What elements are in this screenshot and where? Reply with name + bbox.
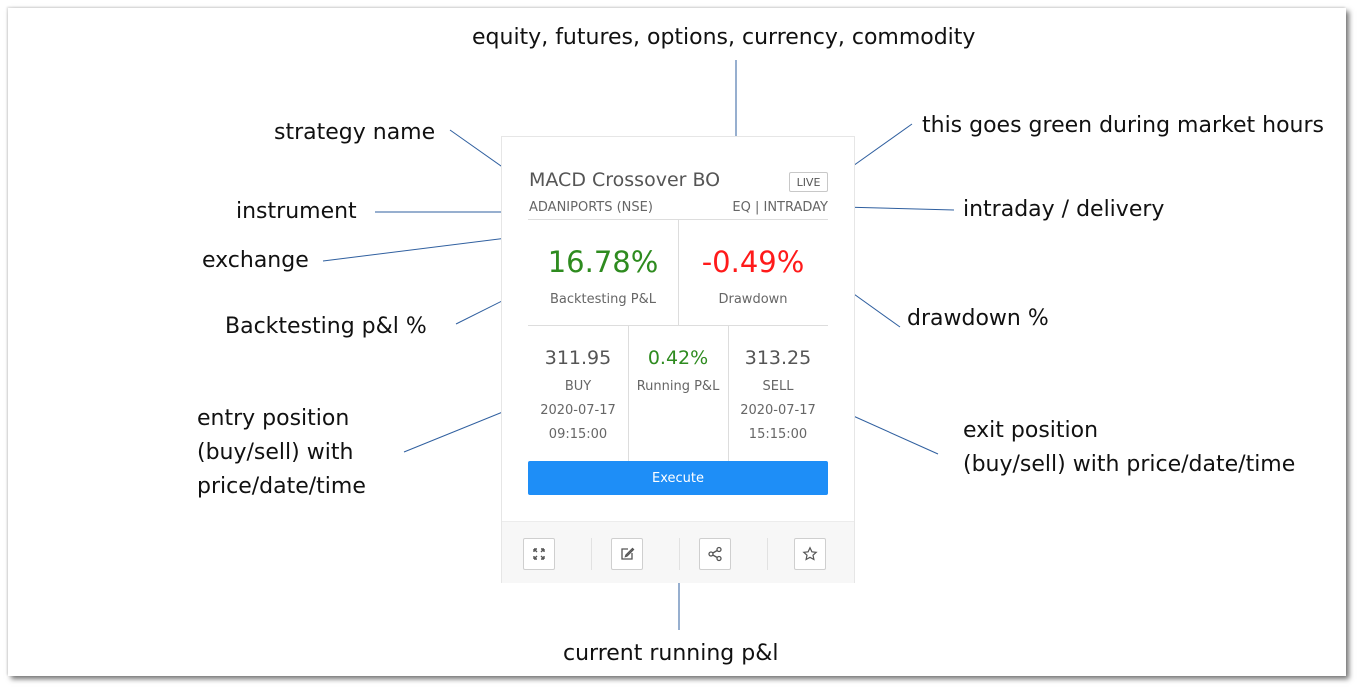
- star-icon: [802, 546, 818, 561]
- card-footer: [502, 521, 854, 583]
- drawdown-label: Drawdown: [718, 292, 788, 307]
- annotation-exit-position: exit position (buy/sell) with price/date…: [963, 418, 1296, 477]
- divider: [628, 326, 629, 461]
- footer-divider: [767, 538, 768, 570]
- divider: [528, 219, 828, 220]
- drawdown-value: -0.49%: [701, 245, 805, 279]
- entry-date: 2020-07-17: [540, 403, 616, 418]
- divider: [528, 325, 828, 326]
- favorite-button[interactable]: [794, 538, 826, 570]
- execute-button[interactable]: Execute: [528, 461, 828, 495]
- backtest-pnl-value: 16.78%: [547, 245, 659, 279]
- exit-price: 313.25: [744, 347, 812, 369]
- entry-time: 09:15:00: [548, 427, 608, 442]
- divider: [678, 220, 679, 325]
- segment-label: EQ | INTRADAY: [732, 200, 828, 215]
- entry-price: 311.95: [544, 347, 612, 369]
- annotation-entry-position: entry position (buy/sell) with price/dat…: [197, 406, 366, 499]
- annotation-intraday-delivery: intraday / delivery: [963, 197, 1165, 222]
- exit-side: SELL: [762, 379, 794, 394]
- running-pnl-label: Running P&L: [636, 379, 720, 394]
- edit-button[interactable]: [611, 538, 643, 570]
- annotation-drawdown: drawdown %: [907, 306, 1049, 331]
- entry-side: BUY: [564, 379, 592, 394]
- line-intraday: [841, 206, 955, 211]
- expand-icon: [533, 548, 545, 560]
- annotation-market-hours: this goes green during market hours: [922, 113, 1324, 138]
- live-badge: LIVE: [789, 172, 828, 192]
- annotation-strategy-name: strategy name: [274, 120, 436, 145]
- share-icon: [708, 546, 722, 562]
- running-pnl-value: 0.42%: [647, 347, 709, 369]
- share-button[interactable]: [699, 538, 731, 570]
- backtest-pnl-label: Backtesting P&L: [550, 292, 656, 307]
- annotation-instrument: instrument: [236, 199, 357, 224]
- footer-divider: [679, 538, 680, 570]
- annotation-exchange: exchange: [202, 248, 309, 273]
- edit-icon: [621, 547, 635, 560]
- line-entry: [403, 404, 521, 453]
- exit-time: 15:15:00: [748, 427, 808, 442]
- footer-divider: [591, 538, 592, 570]
- expand-button[interactable]: [523, 538, 555, 570]
- strategy-title: MACD Crossover BO: [529, 169, 721, 191]
- annotation-running-pnl: current running p&l: [563, 641, 779, 666]
- strategy-card: MACD Crossover BO LIVE ADANIPORTS (NSE) …: [501, 136, 855, 583]
- annotation-backtesting-pnl: Backtesting p&l %: [225, 314, 427, 339]
- exit-date: 2020-07-17: [740, 403, 816, 418]
- annotation-asset-classes: equity, futures, options, currency, comm…: [472, 25, 976, 50]
- instrument-label: ADANIPORTS (NSE): [529, 200, 653, 215]
- divider: [728, 326, 729, 461]
